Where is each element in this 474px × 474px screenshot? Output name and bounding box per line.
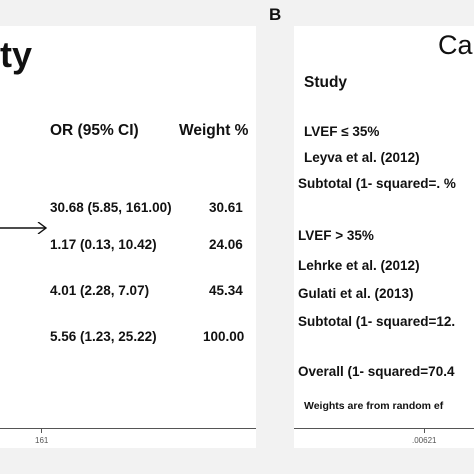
- study-label-gulati: Gulati et al. (2013): [298, 286, 414, 301]
- study-label-lehrke: Lehrke et al. (2012): [298, 258, 420, 273]
- row-4-or: 5.56 (1.23, 25.22): [50, 329, 157, 344]
- study-column-header: Study: [304, 74, 348, 91]
- panel-b-title: Ca: [438, 30, 473, 60]
- row-4-weight: 100.00: [203, 329, 245, 344]
- study-label-leyva: Leyva et al. (2012): [304, 150, 420, 165]
- x-axis-tick-label: 161: [35, 436, 49, 445]
- weights-note: Weights are from random ef: [304, 400, 444, 412]
- ci-arrow-icon: [0, 222, 48, 234]
- panel-a-title: ty: [0, 34, 33, 75]
- row-3-weight: 45.34: [209, 283, 243, 298]
- row-1-or: 30.68 (5.85, 161.00): [50, 200, 172, 215]
- x-axis-tick-label-b: .00621: [412, 436, 437, 445]
- subgroup-label-1: LVEF ≤ 35%: [304, 124, 380, 139]
- row-2-weight: 24.06: [209, 237, 243, 252]
- row-2-or: 1.17 (0.13, 10.42): [50, 237, 157, 252]
- x-axis-line-b: [294, 428, 474, 429]
- x-axis-line: [0, 428, 256, 429]
- row-1-weight: 30.61: [209, 200, 243, 215]
- overall-label: Overall (1- squared=70.4: [298, 364, 455, 379]
- row-3-or: 4.01 (2.28, 7.07): [50, 283, 150, 298]
- subtotal-label-1: Subtotal (1- squared=. %: [298, 176, 456, 191]
- subgroup-label-2: LVEF > 35%: [298, 228, 374, 243]
- panel-letter-b: B: [269, 5, 282, 24]
- weight-column-header: Weight %: [179, 122, 249, 139]
- forest-plot-panel-a: ty OR (95% CI) Weight % 30.68 (5.85, 161…: [0, 26, 256, 448]
- or-column-header: OR (95% CI): [50, 122, 139, 139]
- forest-plot-panel-b: Ca Study LVEF ≤ 35% Leyva et al. (2012) …: [294, 26, 474, 448]
- subtotal-label-2: Subtotal (1- squared=12.: [298, 314, 456, 329]
- x-axis-tick: [41, 428, 42, 433]
- x-axis-tick-b: [424, 428, 425, 433]
